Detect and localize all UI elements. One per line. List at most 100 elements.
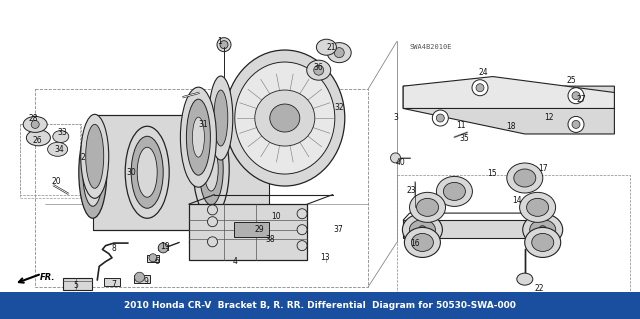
Circle shape bbox=[314, 65, 324, 75]
Text: 1: 1 bbox=[217, 37, 222, 46]
Text: 4: 4 bbox=[233, 257, 238, 266]
Circle shape bbox=[297, 241, 307, 251]
Text: 8: 8 bbox=[111, 244, 116, 253]
Text: 40: 40 bbox=[395, 158, 405, 167]
Ellipse shape bbox=[412, 234, 433, 251]
Ellipse shape bbox=[86, 124, 104, 188]
Ellipse shape bbox=[404, 227, 440, 257]
Circle shape bbox=[472, 80, 488, 96]
Circle shape bbox=[568, 88, 584, 104]
Text: 24: 24 bbox=[478, 68, 488, 77]
Ellipse shape bbox=[523, 214, 563, 246]
Bar bbox=[397, 175, 630, 303]
Circle shape bbox=[476, 84, 484, 92]
Ellipse shape bbox=[532, 234, 554, 251]
Text: 30: 30 bbox=[126, 168, 136, 177]
Text: 34: 34 bbox=[54, 145, 64, 154]
Circle shape bbox=[334, 48, 344, 58]
Circle shape bbox=[433, 110, 448, 126]
Ellipse shape bbox=[137, 147, 157, 197]
Circle shape bbox=[134, 272, 145, 282]
Ellipse shape bbox=[204, 147, 218, 191]
Ellipse shape bbox=[514, 169, 536, 187]
Bar bbox=[158, 246, 168, 250]
Text: 12: 12 bbox=[545, 113, 554, 122]
Circle shape bbox=[572, 92, 580, 100]
Text: 22: 22 bbox=[534, 284, 543, 293]
Text: 6: 6 bbox=[154, 257, 159, 266]
Ellipse shape bbox=[193, 121, 229, 217]
Ellipse shape bbox=[525, 227, 561, 257]
Ellipse shape bbox=[520, 192, 556, 222]
Bar bbox=[20, 124, 81, 195]
Text: 21: 21 bbox=[327, 43, 336, 52]
Polygon shape bbox=[403, 86, 614, 134]
Text: 35: 35 bbox=[459, 134, 469, 143]
Ellipse shape bbox=[23, 116, 47, 132]
Text: 20: 20 bbox=[51, 177, 61, 186]
Text: 16: 16 bbox=[410, 239, 420, 248]
Ellipse shape bbox=[444, 182, 465, 200]
Bar bbox=[63, 278, 92, 290]
Ellipse shape bbox=[26, 130, 51, 146]
Text: 10: 10 bbox=[271, 212, 282, 221]
Bar bbox=[403, 220, 557, 238]
Circle shape bbox=[568, 116, 584, 132]
Ellipse shape bbox=[125, 126, 169, 218]
Text: 28: 28 bbox=[29, 114, 38, 122]
Ellipse shape bbox=[225, 50, 345, 186]
Text: 2: 2 bbox=[81, 153, 86, 162]
Circle shape bbox=[217, 38, 231, 52]
Circle shape bbox=[436, 114, 444, 122]
Text: 7: 7 bbox=[111, 280, 116, 289]
Bar bbox=[0, 292, 640, 319]
Ellipse shape bbox=[316, 39, 337, 55]
Bar bbox=[104, 278, 120, 286]
Text: 15: 15 bbox=[486, 169, 497, 178]
Text: 27: 27 bbox=[576, 95, 586, 104]
Circle shape bbox=[390, 153, 401, 163]
Text: 25: 25 bbox=[566, 76, 576, 85]
Ellipse shape bbox=[507, 163, 543, 193]
Circle shape bbox=[539, 226, 547, 234]
Text: 9: 9 bbox=[143, 277, 148, 286]
Text: 38: 38 bbox=[265, 235, 275, 244]
Ellipse shape bbox=[180, 87, 216, 187]
Text: 26: 26 bbox=[32, 136, 42, 145]
Polygon shape bbox=[403, 77, 614, 108]
Bar bbox=[147, 255, 159, 262]
Text: 11: 11 bbox=[456, 121, 465, 130]
Circle shape bbox=[31, 120, 39, 129]
Circle shape bbox=[297, 209, 307, 219]
Circle shape bbox=[149, 254, 157, 262]
Ellipse shape bbox=[209, 76, 233, 160]
Ellipse shape bbox=[327, 43, 351, 63]
Bar bbox=[20, 124, 80, 198]
Ellipse shape bbox=[530, 220, 556, 240]
Text: 5: 5 bbox=[73, 281, 78, 290]
Circle shape bbox=[297, 225, 307, 235]
Ellipse shape bbox=[186, 99, 211, 175]
Circle shape bbox=[207, 217, 218, 227]
Text: 29: 29 bbox=[254, 225, 264, 234]
Bar bbox=[189, 204, 307, 260]
Text: 31: 31 bbox=[198, 120, 209, 129]
Ellipse shape bbox=[270, 104, 300, 132]
Ellipse shape bbox=[255, 90, 315, 146]
Ellipse shape bbox=[214, 90, 228, 146]
Ellipse shape bbox=[436, 176, 472, 206]
Bar bbox=[35, 89, 368, 287]
Circle shape bbox=[572, 120, 580, 129]
Ellipse shape bbox=[52, 130, 69, 143]
Ellipse shape bbox=[417, 198, 438, 216]
Ellipse shape bbox=[235, 62, 335, 174]
Text: 19: 19 bbox=[160, 242, 170, 251]
Text: SWA4B2010E: SWA4B2010E bbox=[410, 44, 452, 50]
Text: 33: 33 bbox=[58, 128, 68, 137]
Circle shape bbox=[207, 205, 218, 215]
Text: 37: 37 bbox=[333, 225, 343, 234]
Text: FR.: FR. bbox=[40, 273, 55, 282]
Ellipse shape bbox=[131, 136, 163, 208]
Ellipse shape bbox=[88, 154, 98, 190]
Ellipse shape bbox=[79, 126, 107, 218]
